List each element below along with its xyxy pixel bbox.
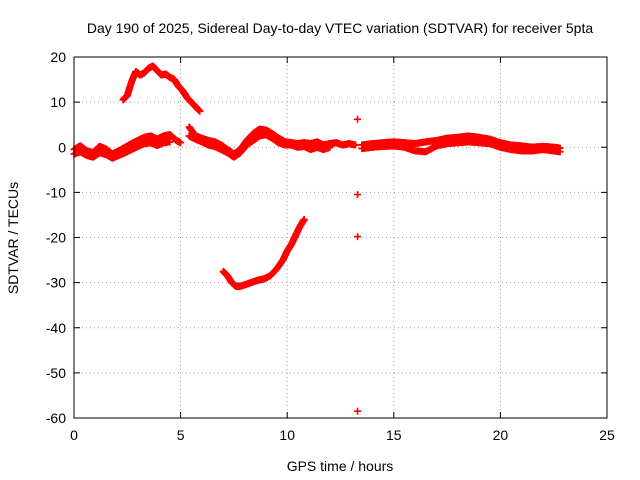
data-point-outliers (354, 407, 362, 415)
y-tick-label: -50 (46, 365, 66, 381)
data-point-mid-band-lower (326, 143, 334, 151)
y-tick-label: 0 (58, 139, 66, 155)
grid-lines (74, 57, 607, 418)
x-axis-label: GPS time / hours (287, 458, 394, 474)
data-point-lower-arc (300, 215, 308, 223)
chart-title: Day 190 of 2025, Sidereal Day-to-day VTE… (87, 20, 594, 36)
y-tick-label: -40 (46, 320, 66, 336)
y-tick-label: -30 (46, 275, 66, 291)
y-tick-label: -20 (46, 230, 66, 246)
plot-frame (73, 56, 608, 419)
x-tick-label: 10 (279, 427, 295, 443)
x-tick-label: 5 (177, 427, 185, 443)
axis-ticks: 0 5 10 15 20 25 -60 -50 -40 -30 -20 -10 0 10 20 (46, 49, 615, 443)
x-tick-label: 20 (493, 427, 509, 443)
x-tick-label: 0 (70, 427, 78, 443)
y-tick-label: 10 (50, 94, 66, 110)
x-tick-label: 15 (386, 427, 402, 443)
y-axis-label: SDTVAR / TECUs (5, 182, 21, 294)
y-tick-label: 20 (50, 49, 66, 65)
data-point-outliers (354, 115, 362, 123)
data-point-mid-band (351, 141, 359, 149)
data-point-outliers (354, 233, 362, 241)
data-point-outliers (354, 191, 362, 199)
x-tick-label: 25 (599, 427, 615, 443)
data-point-upper-arc (196, 107, 204, 115)
y-tick-label: -10 (46, 184, 66, 200)
data-point-late-band-lower (556, 148, 564, 156)
data-points (70, 62, 564, 415)
y-tick-label: -60 (46, 410, 66, 426)
data-point-main-band (177, 139, 185, 147)
data-point-main-band-lower (166, 138, 174, 146)
